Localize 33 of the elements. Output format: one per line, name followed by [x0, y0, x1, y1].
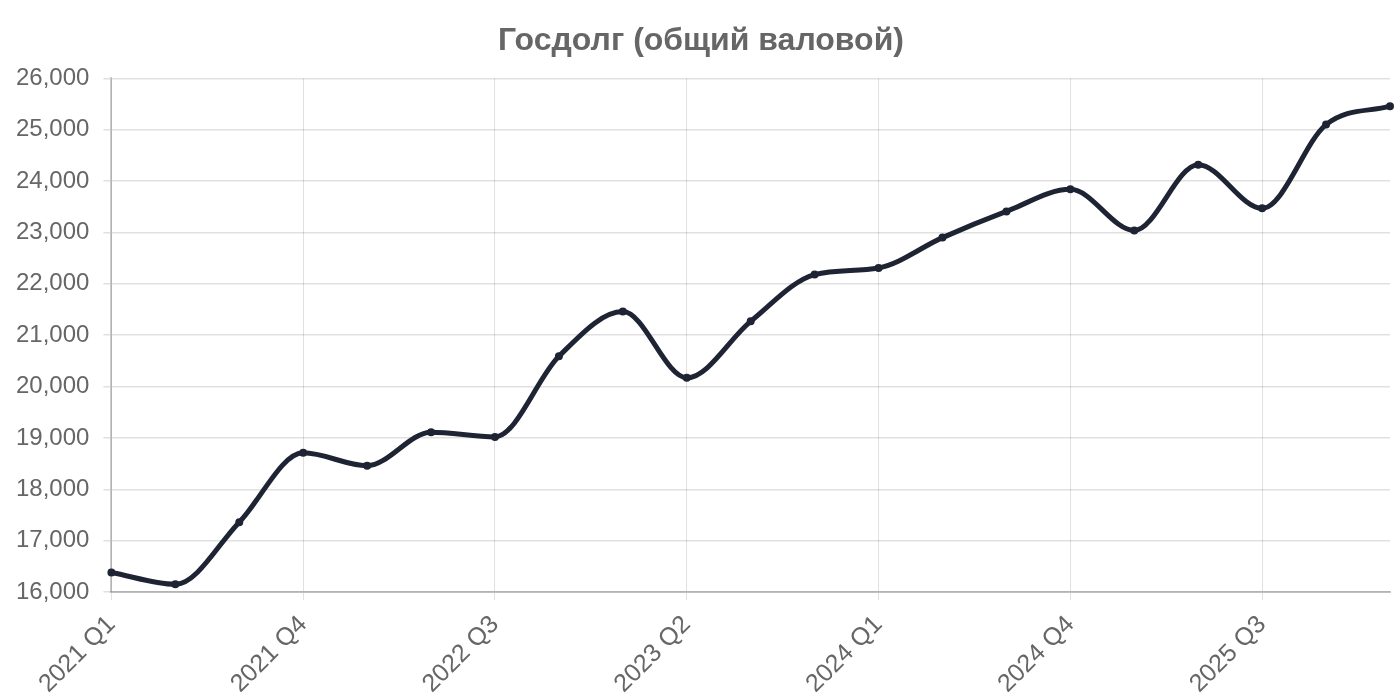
- point: [299, 448, 308, 457]
- point: [1066, 185, 1075, 194]
- chart-title: Госдолг (общий валовой): [498, 21, 904, 58]
- point: [938, 233, 947, 242]
- point: [171, 580, 180, 589]
- point: [235, 518, 244, 527]
- y-tick-label: 17,000: [16, 525, 90, 553]
- y-tick-label: 25,000: [16, 114, 90, 142]
- point: [427, 428, 436, 437]
- point: [810, 270, 819, 279]
- y-tick-label: 21,000: [16, 319, 90, 347]
- point: [618, 307, 627, 316]
- y-tick-label: 19,000: [16, 422, 90, 450]
- y-tick-label: 24,000: [16, 165, 90, 193]
- point: [554, 352, 563, 361]
- point: [107, 568, 116, 577]
- point: [682, 373, 691, 382]
- point: [490, 432, 499, 441]
- y-tick-label: 22,000: [16, 268, 90, 296]
- point: [746, 317, 755, 326]
- point: [1386, 102, 1394, 111]
- point: [363, 461, 372, 470]
- point: [1194, 160, 1203, 169]
- y-tick-label: 18,000: [16, 473, 90, 501]
- point: [1130, 226, 1139, 235]
- y-tick-label: 23,000: [16, 217, 90, 245]
- y-tick-label: 26,000: [16, 63, 90, 91]
- point: [1258, 204, 1267, 213]
- point: [1002, 207, 1011, 216]
- y-tick-label: 20,000: [16, 371, 90, 399]
- y-tick-label: 16,000: [16, 576, 90, 604]
- point: [874, 263, 883, 272]
- point: [1322, 120, 1331, 129]
